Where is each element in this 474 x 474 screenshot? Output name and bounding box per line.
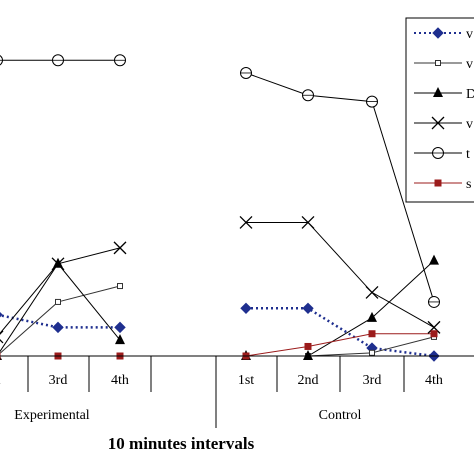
series-4-control-point-2 (301, 215, 315, 229)
legend-entry-4: v (414, 116, 473, 132)
series-4-experimental-point-3 (113, 241, 127, 255)
legend-marker-1 (432, 27, 444, 39)
legend-label-1: v (466, 27, 473, 42)
legend-marker-6 (434, 179, 442, 187)
tick-label-control-1: 1st (238, 373, 254, 388)
series-5-control-point-3 (366, 95, 378, 108)
series-1-experimental-point-3 (114, 321, 126, 334)
series-5-experimental-point-1 (0, 55, 3, 66)
legend-marker-2 (435, 60, 441, 66)
legend-label-6: s (466, 177, 471, 192)
legend-box (405, 17, 474, 203)
series-2-experimental-point-2 (55, 298, 61, 305)
series-6-control-point-2 (304, 342, 312, 350)
series-5-control-point-2 (302, 89, 314, 102)
legend-marker-5 (432, 147, 444, 159)
group-label-control: Control (319, 408, 362, 423)
x-axis-title: 10 minutes intervals (108, 434, 255, 453)
series-3-control-line (246, 260, 435, 357)
legend-label-4: v (466, 117, 473, 132)
series-4-control-point-3 (365, 285, 379, 299)
series-2-experimental-point-3 (117, 283, 123, 290)
series-1-experimental-line (0, 314, 120, 329)
series-1-experimental-point-1 (0, 311, 3, 318)
legend-marker-3 (433, 87, 443, 97)
series-6-control-line (245, 333, 434, 357)
legend-label-3: D (466, 87, 474, 102)
series-3-experimental-point-2 (53, 257, 63, 268)
series-2-experimental-line (0, 285, 121, 355)
series-4-control-point-4 (427, 320, 441, 334)
series-4-control-point-1 (239, 215, 253, 229)
series-5-experimental-point-3 (114, 54, 126, 67)
tick-label-experimental-1: d (0, 373, 1, 388)
legend-entry-3: D (414, 87, 474, 102)
series-3-control-point-4 (429, 254, 439, 265)
series-2-control-point-3 (369, 349, 375, 356)
series-1-control-point-1 (240, 302, 252, 315)
series-6-control-point-4 (430, 330, 438, 338)
tick-label-control-3: 3rd (363, 373, 382, 388)
series-1-control-line (246, 307, 435, 358)
series-5-control-point-1 (240, 66, 252, 79)
series-3-experimental-line (0, 262, 121, 353)
tick-label-control-4: 4th (425, 373, 443, 388)
series-3-control-point-3 (367, 311, 377, 322)
series-4-experimental-point-2 (51, 257, 65, 271)
series-6-control-point-3 (368, 330, 376, 338)
legend-entry-2: v (414, 57, 473, 72)
series-markers (0, 54, 441, 362)
tick-label-control-2: 2nd (298, 373, 319, 388)
series-5-control-line (245, 72, 435, 303)
series-1-control-point-2 (302, 302, 314, 315)
series-4-experimental-point-1 (0, 330, 4, 344)
legend-entry-5: t (414, 147, 470, 162)
x-axis: d 3rd 4th 1st 2nd 3rd 4th Experimental Control (0, 355, 474, 428)
series-4-control-line (246, 221, 435, 328)
legend-entry-6: s (414, 177, 471, 192)
legend-marker-4 (431, 116, 445, 130)
series-3-experimental-point-3 (115, 334, 125, 345)
tick-label-experimental-3: 4th (111, 373, 129, 388)
legend-label-2: v (466, 57, 473, 72)
tick-label-experimental-2: 3rd (49, 373, 68, 388)
series-5-control-point-4 (428, 295, 440, 308)
legend-label-5: t (466, 147, 470, 162)
group-label-experimental: Experimental (14, 408, 90, 423)
legend-entry-1: v (414, 27, 473, 42)
series-3-control-point-2 (303, 350, 313, 360)
series-1-experimental-point-2 (52, 321, 64, 334)
series-5-experimental-point-2 (52, 54, 64, 67)
